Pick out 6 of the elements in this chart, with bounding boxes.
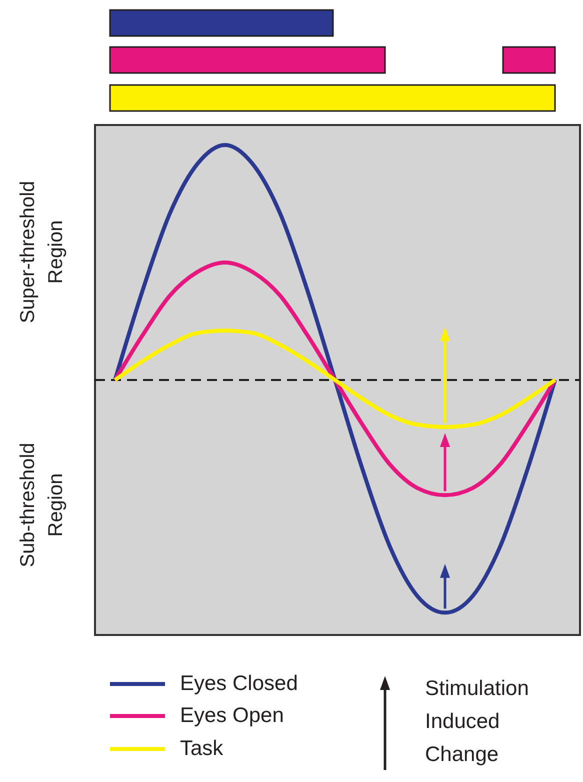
legend-label: Eyes Closed [180, 672, 298, 695]
text: Stimulation Induced Change [425, 677, 529, 766]
legend-label: Eyes Open [180, 704, 284, 727]
text: Sub-threshold Region [17, 442, 67, 568]
legend-label: Task [180, 737, 224, 760]
text: Super-threshold Region [17, 180, 67, 324]
